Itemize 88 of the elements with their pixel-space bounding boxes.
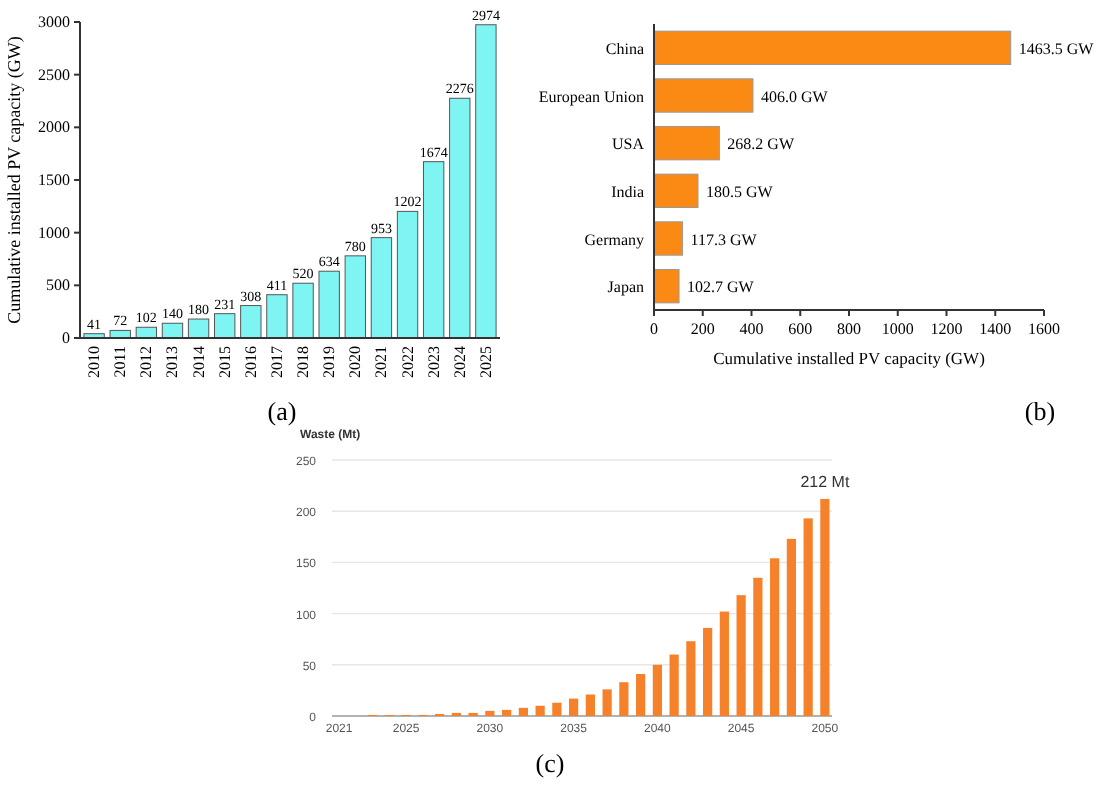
bar: [518, 707, 528, 716]
bar: [292, 282, 314, 339]
y-tick-label: China: [605, 39, 645, 58]
bar: [370, 237, 393, 339]
x-tick-label: 400: [739, 320, 764, 338]
bar: [344, 255, 366, 339]
x-tick-label: 1000: [881, 320, 914, 338]
bar: [240, 305, 262, 339]
x-tick-label: 2011: [111, 346, 130, 378]
x-tick-label: 1600: [1028, 320, 1060, 338]
x-tick-label: 2023: [424, 346, 443, 378]
bar: [214, 313, 236, 339]
bar: [266, 294, 288, 339]
x-tick-label: 1200: [930, 320, 963, 338]
y-tick-label: Germany: [584, 230, 644, 249]
bar: [653, 125, 720, 161]
data-label: 1463.5 GW: [1018, 39, 1095, 58]
x-tick-label: 2025: [476, 346, 495, 378]
y-tick-label: European Union: [538, 87, 644, 106]
data-label: 117.3 GW: [690, 230, 758, 249]
y-tick-label: 500: [46, 276, 70, 295]
bar: [187, 318, 210, 339]
y-tick-label: 3000: [38, 13, 70, 31]
x-tick-label: 2012: [137, 346, 156, 378]
x-tick-label: 2020: [346, 346, 365, 378]
bar: [703, 627, 713, 716]
bar: [475, 24, 497, 339]
x-tick-label: 600: [788, 320, 813, 338]
bar: [602, 689, 612, 716]
x-tick-label: 200: [690, 320, 715, 338]
bar: [653, 30, 1012, 66]
y-tick-label: USA: [611, 135, 645, 154]
x-axis-title: Cumulative installed PV capacity (GW): [713, 348, 986, 368]
data-label: 406.0 GW: [760, 87, 829, 106]
bar: [803, 518, 813, 716]
bar: [396, 210, 419, 339]
text: (b): [1024, 396, 1056, 426]
text: (c): [535, 748, 565, 778]
annotation: 212 Mt: [800, 472, 851, 491]
x-tick-label: 2015: [215, 346, 234, 378]
data-label: 180.5 GW: [706, 182, 774, 201]
bar: [422, 161, 445, 339]
y-tick-label: Japan: [607, 278, 644, 297]
data-label: 102.7 GW: [687, 278, 755, 297]
bar: [535, 705, 545, 716]
bar: [585, 694, 595, 716]
bar: [753, 577, 763, 716]
bar: [485, 710, 495, 716]
bar: [318, 270, 340, 339]
bar: [619, 682, 629, 716]
x-tick-label: 2022: [398, 346, 417, 378]
bar: [820, 498, 830, 716]
x-tick-label: 800: [837, 320, 861, 338]
x-tick-label: 2013: [163, 346, 182, 378]
bar: [719, 611, 729, 716]
bar: [770, 558, 780, 716]
bar: [686, 641, 696, 716]
bar: [502, 709, 512, 716]
y-axis-title: Cumulative installed PV capacity (GW): [4, 36, 24, 324]
bar: [552, 702, 562, 716]
bar: [653, 221, 684, 256]
bar: [653, 78, 754, 113]
bar: [669, 654, 679, 716]
bar: [653, 173, 699, 209]
data-label: 268.2 GW: [727, 135, 795, 154]
text: (a): [267, 396, 297, 426]
bar: [569, 698, 579, 716]
x-tick-label: 0: [650, 320, 658, 338]
x-tick-label: 2014: [189, 346, 208, 378]
x-tick-label: 2024: [450, 346, 469, 378]
y-tick-label: 2000: [38, 118, 70, 137]
y-tick-label: 1000: [38, 223, 70, 242]
bar: [636, 674, 646, 716]
x-tick-label: 2010: [85, 346, 104, 378]
y-tick-label: India: [611, 182, 645, 201]
x-tick-label: 2016: [241, 346, 260, 378]
bar: [653, 268, 680, 304]
y-tick-label: 2500: [38, 65, 70, 84]
x-tick-label: 2021: [372, 346, 391, 378]
y-tick-label: 1500: [38, 171, 70, 189]
x-tick-label: 2017: [267, 346, 286, 378]
x-tick-label: 2018: [294, 346, 313, 378]
bar: [652, 664, 662, 716]
x-tick-label: 1400: [979, 320, 1012, 338]
bar: [786, 538, 796, 716]
x-tick-label: 2019: [320, 346, 339, 378]
bar: [736, 595, 746, 716]
bar: [449, 97, 471, 339]
